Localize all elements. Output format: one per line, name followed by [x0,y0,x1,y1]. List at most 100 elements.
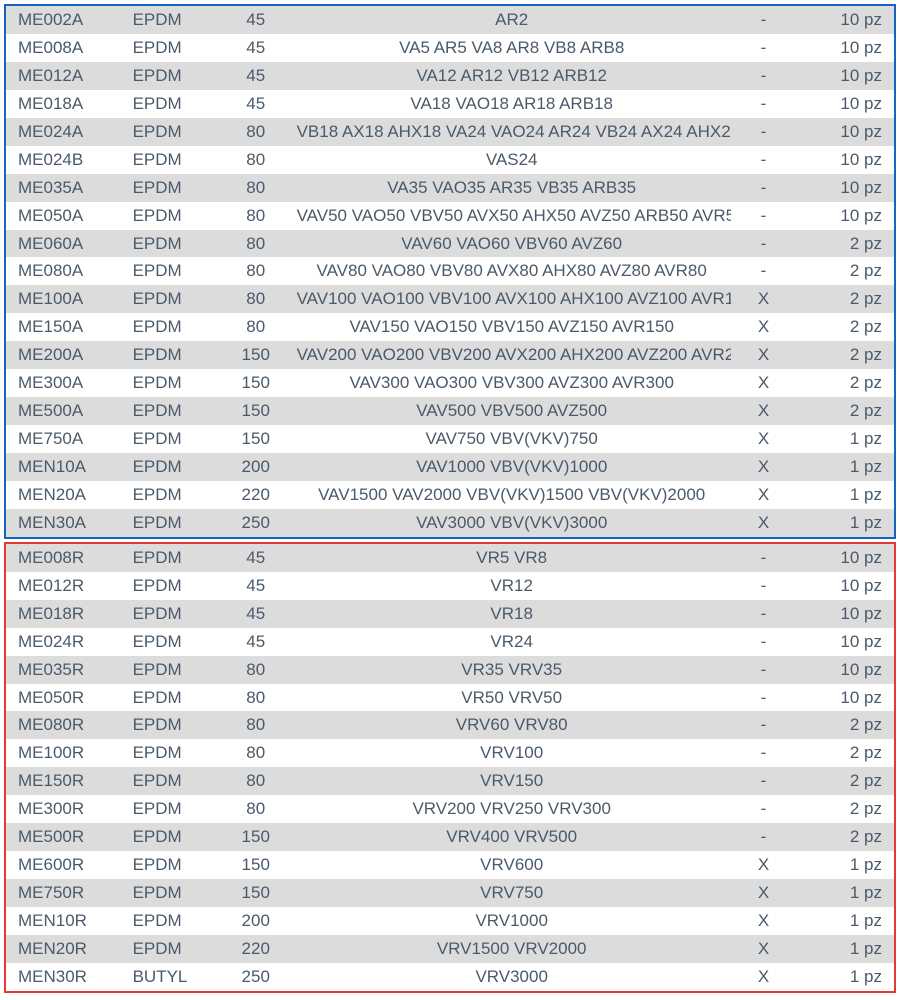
cell-material: EPDM [129,285,219,313]
cell-qty: 2 pz [796,711,894,739]
cell-flag: - [731,174,796,202]
cell-models: VRV400 VRV500 [293,823,731,851]
cell-size: 80 [219,230,293,258]
cell-code: ME750A [6,425,129,453]
table-row: MEN20AEPDM220VAV1500 VAV2000 VBV(VKV)150… [6,481,894,509]
cell-models: VR35 VRV35 [293,656,731,684]
cell-material: EPDM [129,684,219,712]
table-row: ME750AEPDM150VAV750 VBV(VKV)750X1 pz [6,425,894,453]
table-row: MEN10AEPDM200VAV1000 VBV(VKV)1000X1 pz [6,453,894,481]
cell-material: EPDM [129,851,219,879]
cell-qty: 2 pz [796,257,894,285]
cell-flag: X [731,935,796,963]
cell-qty: 1 pz [796,907,894,935]
cell-code: ME100A [6,285,129,313]
cell-code: ME035A [6,174,129,202]
cell-models: VR50 VRV50 [293,684,731,712]
table-row: ME080AEPDM80VAV80 VAO80 VBV80 AVX80 AHX8… [6,257,894,285]
cell-size: 45 [219,628,293,656]
cell-flag: X [731,907,796,935]
cell-flag: - [731,6,796,34]
cell-flag: - [731,600,796,628]
cell-material: BUTYL [129,963,219,991]
tables-container: ME002AEPDM45AR2-10 pzME008AEPDM45VA5 AR5… [4,4,896,993]
cell-material: EPDM [129,62,219,90]
cell-flag: - [731,202,796,230]
cell-qty: 10 pz [796,544,894,572]
cell-flag: - [731,795,796,823]
cell-code: ME100R [6,739,129,767]
table-row: ME300REPDM80VRV200 VRV250 VRV300-2 pz [6,795,894,823]
table-row: ME024BEPDM80VAS24-10 pz [6,146,894,174]
cell-flag: - [731,62,796,90]
cell-material: EPDM [129,628,219,656]
cell-code: ME018A [6,90,129,118]
cell-qty: 2 pz [796,823,894,851]
cell-flag: - [731,572,796,600]
cell-size: 80 [219,257,293,285]
cell-qty: 10 pz [796,146,894,174]
cell-qty: 10 pz [796,628,894,656]
cell-models: VAV750 VBV(VKV)750 [293,425,731,453]
cell-material: EPDM [129,481,219,509]
cell-material: EPDM [129,341,219,369]
cell-qty: 10 pz [796,90,894,118]
cell-models: VRV1500 VRV2000 [293,935,731,963]
cell-models: VR24 [293,628,731,656]
cell-qty: 2 pz [796,369,894,397]
cell-qty: 1 pz [796,481,894,509]
cell-flag: X [731,509,796,537]
table-row: ME018AEPDM45VA18 VAO18 AR18 ARB18-10 pz [6,90,894,118]
cell-flag: - [731,90,796,118]
cell-code: ME008R [6,544,129,572]
cell-flag: - [731,257,796,285]
table-row: ME012REPDM45VR12-10 pz [6,572,894,600]
cell-flag: - [731,739,796,767]
table-row: ME100REPDM80VRV100-2 pz [6,739,894,767]
cell-size: 150 [219,397,293,425]
cell-qty: 1 pz [796,935,894,963]
cell-qty: 1 pz [796,879,894,907]
cell-material: EPDM [129,146,219,174]
cell-code: ME500A [6,397,129,425]
cell-material: EPDM [129,600,219,628]
cell-size: 150 [219,851,293,879]
cell-code: ME500R [6,823,129,851]
table-row: ME012AEPDM45VA12 AR12 VB12 ARB12-10 pz [6,62,894,90]
cell-code: MEN10R [6,907,129,935]
cell-flag: - [731,34,796,62]
table-row: MEN30RBUTYL250VRV3000X1 pz [6,963,894,991]
cell-flag: X [731,341,796,369]
cell-flag: - [731,146,796,174]
table-row: MEN30AEPDM250VAV3000 VBV(VKV)3000X1 pz [6,509,894,537]
table-row: ME024AEPDM80VB18 AX18 AHX18 VA24 VAO24 A… [6,118,894,146]
cell-qty: 10 pz [796,202,894,230]
cell-size: 200 [219,907,293,935]
cell-code: ME008A [6,34,129,62]
table-wrap-1: ME008REPDM45VR5 VR8-10 pzME012REPDM45VR1… [4,542,896,993]
cell-models: VRV750 [293,879,731,907]
cell-flag: X [731,453,796,481]
cell-qty: 10 pz [796,34,894,62]
cell-size: 45 [219,62,293,90]
table-row: MEN20REPDM220VRV1500 VRV2000X1 pz [6,935,894,963]
cell-code: ME002A [6,6,129,34]
cell-code: ME024B [6,146,129,174]
cell-code: ME750R [6,879,129,907]
cell-size: 80 [219,146,293,174]
cell-material: EPDM [129,118,219,146]
cell-material: EPDM [129,795,219,823]
table-row: ME100AEPDM80VAV100 VAO100 VBV100 AVX100 … [6,285,894,313]
cell-flag: X [731,369,796,397]
cell-material: EPDM [129,823,219,851]
cell-material: EPDM [129,369,219,397]
table-row: ME018REPDM45VR18-10 pz [6,600,894,628]
cell-code: ME150R [6,767,129,795]
table-row: MEN10REPDM200VRV1000X1 pz [6,907,894,935]
cell-code: ME200A [6,341,129,369]
cell-models: VRV150 [293,767,731,795]
cell-size: 45 [219,600,293,628]
cell-models: VRV200 VRV250 VRV300 [293,795,731,823]
cell-flag: X [731,425,796,453]
cell-flag: - [731,118,796,146]
